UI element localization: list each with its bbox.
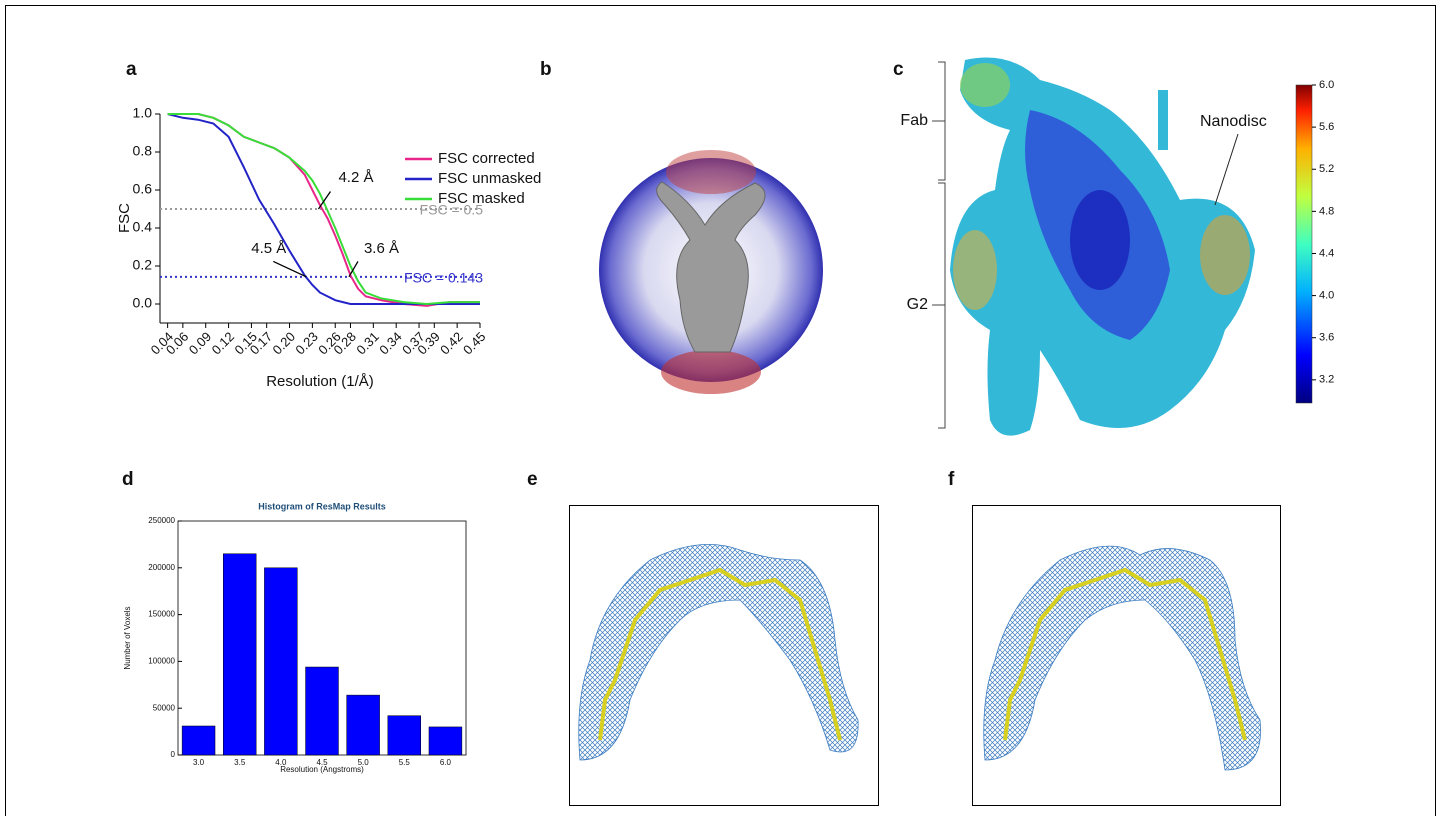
page: abcdef 0.00.20.40.60.81.00.040.060.090.1… bbox=[0, 0, 1441, 816]
x-tick-label: 0.20 bbox=[270, 329, 299, 358]
panel-label: f bbox=[948, 469, 955, 490]
panel-label: e bbox=[527, 469, 538, 490]
y-tick-label: 100000 bbox=[148, 657, 175, 666]
y-tick-label: 0.4 bbox=[133, 219, 153, 235]
bar bbox=[182, 726, 215, 755]
y-tick-label: 200000 bbox=[148, 563, 175, 572]
y-tick-label: 50000 bbox=[153, 703, 176, 712]
y-tick-label: 0.6 bbox=[133, 181, 153, 197]
colorbar-label: 3.6 bbox=[1319, 332, 1334, 344]
colorbar-label: 4.4 bbox=[1319, 247, 1334, 259]
legend-label: FSC corrected bbox=[438, 150, 535, 167]
reference-label: FSC = 0.143 bbox=[404, 270, 483, 286]
x-tick-label: 5.5 bbox=[399, 758, 411, 767]
y-tick-label: 0 bbox=[171, 750, 176, 759]
annotation: 4.5 Å bbox=[251, 240, 286, 257]
map-label: Nanodisc bbox=[1200, 113, 1267, 130]
x-tick-label: 3.0 bbox=[193, 758, 205, 767]
panel-label: a bbox=[126, 59, 137, 80]
colorbar-label: 4.8 bbox=[1319, 205, 1334, 217]
colorbar-label: 3.2 bbox=[1319, 374, 1334, 386]
panel-label: c bbox=[893, 59, 904, 80]
charts: 0.00.20.40.60.81.00.040.060.090.120.150.… bbox=[116, 105, 541, 774]
y-axis-label: FSC bbox=[116, 203, 133, 233]
bar bbox=[264, 568, 297, 755]
x-tick-label: 3.5 bbox=[234, 758, 246, 767]
x-tick-label: 0.42 bbox=[437, 329, 466, 358]
y-tick-label: 0.2 bbox=[133, 257, 153, 273]
bar bbox=[306, 667, 339, 755]
x-tick-label: 0.45 bbox=[460, 329, 489, 358]
panel-label: b bbox=[540, 59, 552, 80]
x-tick-label: 0.34 bbox=[376, 329, 405, 358]
y-tick-label: 250000 bbox=[148, 516, 175, 525]
panel-labels: a b c d e f bbox=[122, 59, 955, 490]
y-tick-label: 150000 bbox=[148, 610, 175, 619]
y-axis-label: Number of Voxels bbox=[123, 606, 132, 669]
annotation: 4.2 Å bbox=[338, 169, 373, 186]
colorbar-label: 6.0 bbox=[1319, 79, 1334, 91]
angular-distribution bbox=[599, 150, 823, 394]
colorbar-label: 5.2 bbox=[1319, 163, 1334, 175]
density-panels bbox=[570, 506, 1281, 806]
bar bbox=[223, 554, 256, 755]
map-label: Fab bbox=[900, 112, 928, 129]
map-label: G2 bbox=[907, 296, 928, 313]
bar bbox=[388, 716, 421, 755]
colorbar-label: 5.6 bbox=[1319, 121, 1334, 133]
x-tick-label: 0.23 bbox=[292, 329, 321, 358]
y-tick-label: 0.0 bbox=[133, 295, 153, 311]
x-axis-label: Resolution (Angstroms) bbox=[280, 765, 364, 774]
x-axis-label: Resolution (1/Å) bbox=[266, 373, 374, 390]
legend-label: FSC masked bbox=[438, 190, 525, 207]
x-tick-label: 0.31 bbox=[353, 329, 382, 358]
legend-label: FSC unmasked bbox=[438, 170, 541, 187]
figure: abcdef 0.00.20.40.60.81.00.040.060.090.1… bbox=[0, 0, 1441, 816]
y-tick-label: 0.8 bbox=[133, 143, 153, 159]
colorbar-label: 4.0 bbox=[1319, 290, 1334, 302]
x-tick-label: 0.09 bbox=[186, 329, 215, 358]
x-tick-label: 6.0 bbox=[440, 758, 452, 767]
x-tick-label: 0.12 bbox=[209, 329, 238, 358]
bar bbox=[429, 727, 462, 755]
panel-label: d bbox=[122, 469, 134, 490]
y-tick-label: 1.0 bbox=[133, 105, 153, 121]
annotation: 3.6 Å bbox=[364, 240, 399, 257]
chart-title: Histogram of ResMap Results bbox=[258, 501, 386, 511]
bar bbox=[347, 695, 380, 755]
